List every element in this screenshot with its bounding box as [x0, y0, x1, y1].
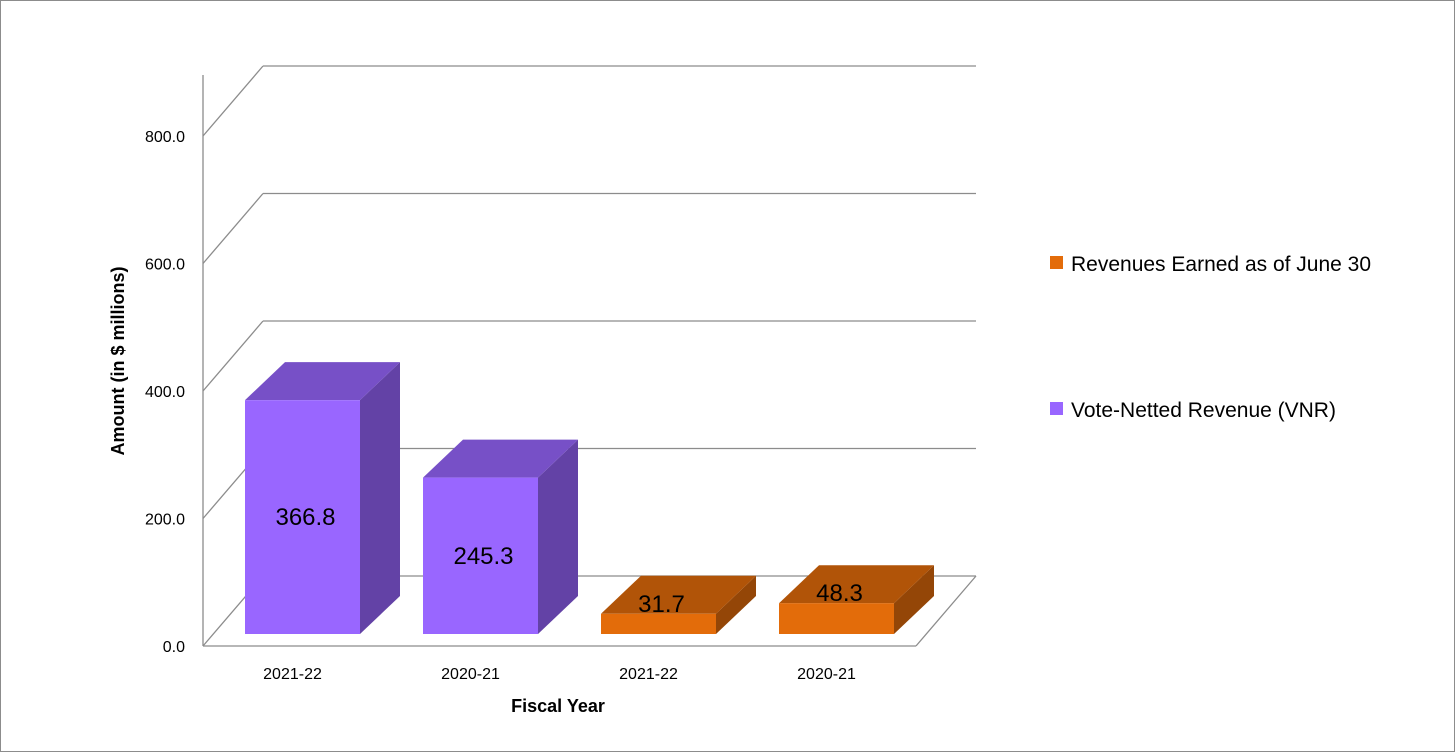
data-labels: 366.8 245.3 31.7 48.3 [275, 504, 862, 618]
y-tick-label: 800.0 [145, 129, 185, 146]
x-tick-label: 2020-21 [441, 666, 500, 683]
bars [245, 362, 934, 634]
bar [245, 362, 400, 634]
bar-front-face [601, 613, 716, 634]
floor-right-edge [915, 575, 977, 647]
y-tick-label: 600.0 [145, 257, 185, 274]
y-axis-title: Amount (in $ millions) [108, 267, 128, 456]
bar-side-face [894, 565, 934, 634]
gridline-side [202, 193, 264, 264]
legend-label: Revenues Earned as of June 30 [1071, 253, 1371, 276]
data-label: 48.3 [816, 580, 863, 607]
bar-top-face [245, 362, 400, 401]
bar-top-face [779, 565, 934, 604]
legend-swatch [1050, 256, 1063, 269]
bar-side-face [360, 362, 400, 634]
legend: Revenues Earned as of June 30 Vote-Netted… [1050, 253, 1371, 422]
legend-swatch [1050, 402, 1063, 415]
data-label: 245.3 [453, 543, 513, 570]
bar [601, 575, 756, 634]
gridline-side [202, 320, 264, 392]
legend-item: Revenues Earned as of June 30 [1050, 253, 1371, 276]
y-tick-labels: 0.0 200.0 400.0 600.0 800.0 [145, 129, 185, 656]
bar [423, 439, 578, 634]
legend-item: Vote-Netted Revenue (VNR) [1050, 399, 1336, 422]
y-tick-label: 200.0 [145, 512, 185, 529]
x-tick-label: 2021-22 [619, 666, 678, 683]
bar [779, 565, 934, 634]
axes [202, 75, 977, 647]
bar-side-face [538, 439, 578, 634]
x-tick-labels: 2021-22 2020-21 2021-22 2020-21 [263, 666, 856, 683]
x-tick-label: 2021-22 [263, 666, 322, 683]
gridline-side [202, 65, 264, 137]
y-tick-label: 0.0 [163, 639, 185, 656]
bar-side-face [716, 575, 756, 634]
y-tick-label: 400.0 [145, 384, 185, 401]
bar-front-face [245, 400, 360, 634]
data-label: 31.7 [638, 591, 685, 618]
x-axis-title: Fiscal Year [511, 696, 605, 716]
bar-front-face [423, 477, 538, 634]
legend-label: Vote-Netted Revenue (VNR) [1071, 399, 1336, 422]
x-tick-label: 2020-21 [797, 666, 856, 683]
bar-top-face [423, 439, 578, 478]
bar-top-face [601, 575, 756, 614]
data-label: 366.8 [275, 504, 335, 531]
bar-front-face [779, 603, 894, 634]
